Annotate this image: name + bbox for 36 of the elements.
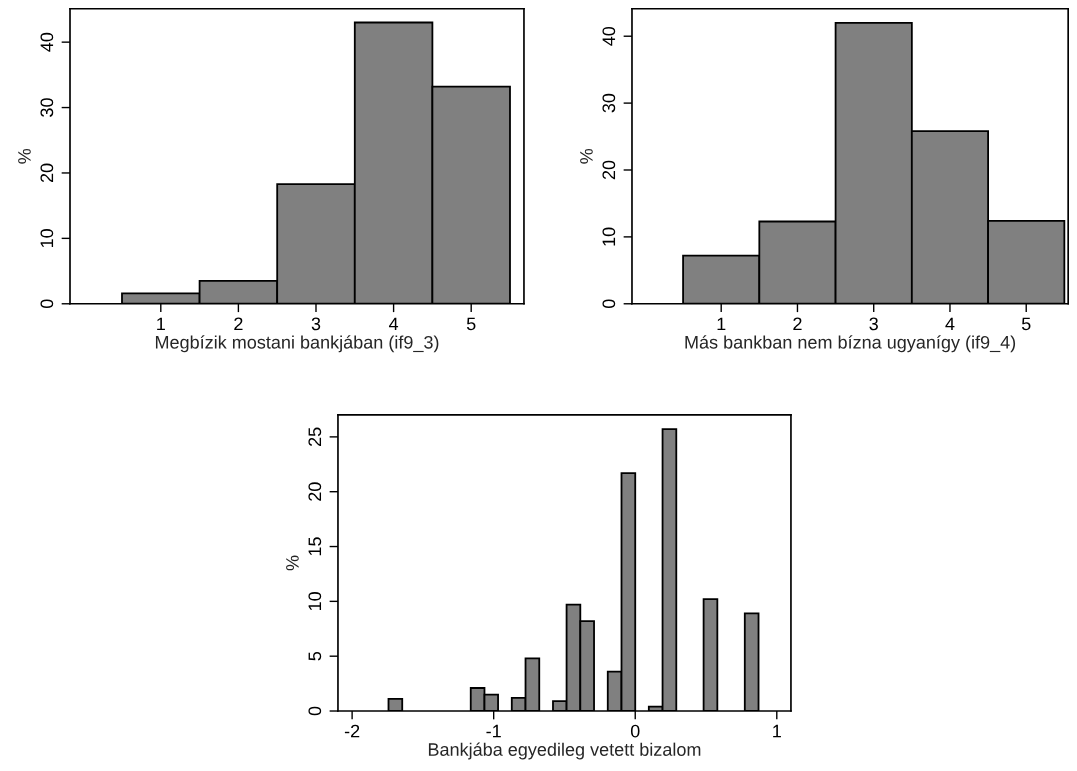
x-axis-title: Más bankban nem bízna ugyanígy (if9_4) <box>685 335 1016 353</box>
x-tick-label: 2 <box>793 317 802 331</box>
x-tick-label: 0 <box>630 724 640 738</box>
y-tick-label: 10 <box>602 227 616 246</box>
y-tick-label: 10 <box>40 229 54 248</box>
y-tick-label: 20 <box>308 482 322 501</box>
x-tick-label: 3 <box>869 317 878 331</box>
y-tick-label: 25 <box>308 427 322 447</box>
y-tick-label: 0 <box>40 299 54 309</box>
x-axis-title: Bankjába egyedileg vetett bizalom <box>428 742 701 760</box>
y-tick-label: 10 <box>308 592 322 611</box>
y-tick-label: 40 <box>40 32 54 52</box>
y-axis-title: % <box>580 148 593 164</box>
y-tick-label: 20 <box>602 160 616 180</box>
x-tick-label: 1 <box>773 724 781 738</box>
x-tick-label: 4 <box>388 317 399 331</box>
y-tick-label: 30 <box>602 93 616 113</box>
x-tick-label: 3 <box>311 317 321 331</box>
x-tick-label: 1 <box>157 317 165 331</box>
y-axis-title: % <box>286 555 299 571</box>
y-tick-label: 0 <box>308 706 322 716</box>
x-tick-label: 5 <box>466 317 476 331</box>
y-tick-label: 20 <box>40 163 54 183</box>
y-tick-label: 15 <box>308 537 322 556</box>
y-tick-label: 5 <box>308 651 322 661</box>
y-axis-title: % <box>18 148 31 164</box>
x-tick-label: 2 <box>234 317 243 331</box>
x-tick-label: 1 <box>717 317 726 331</box>
x-axis-title: Megbízik mostani bankjában (if9_3) <box>155 335 439 353</box>
x-tick-label: -2 <box>344 724 360 738</box>
y-tick-label: 30 <box>40 98 54 117</box>
y-tick-label: 0 <box>602 299 616 309</box>
x-tick-label: 5 <box>1021 317 1031 331</box>
y-tick-label: 40 <box>602 26 616 46</box>
x-tick-label: 4 <box>945 317 955 331</box>
x-tick-label: -1 <box>486 724 501 738</box>
